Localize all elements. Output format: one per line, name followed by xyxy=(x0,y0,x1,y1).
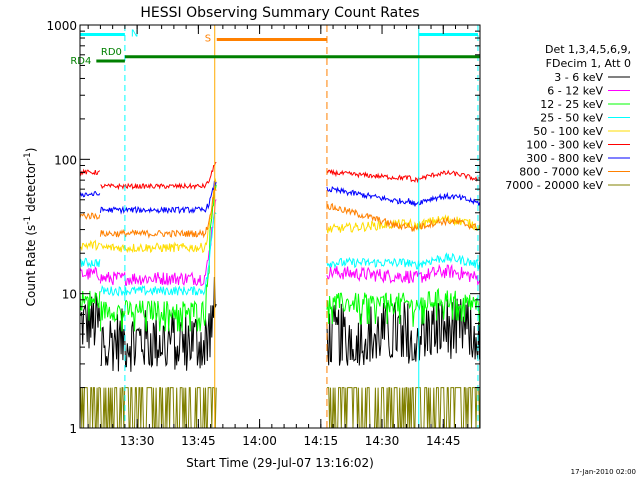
annotation-label-rd4: RD4 xyxy=(70,56,91,67)
y-label-mid: detector xyxy=(24,161,38,216)
y-label-end: ) xyxy=(24,148,38,153)
annotation-label-rd0: RD0 xyxy=(101,47,122,58)
x-tick-label-4: 14:30 xyxy=(365,434,400,448)
series-5 xyxy=(79,161,480,191)
legend-label-1: 6 - 12 keV xyxy=(547,85,603,98)
series-0 xyxy=(79,276,481,372)
series-1 xyxy=(79,199,481,287)
legend: Det 1,3,4,5,6,9, FDecim 1, Att 0 3 - 6 k… xyxy=(505,43,631,192)
y-label-part: Count Rate (s xyxy=(24,225,38,307)
legend-label-3: 25 - 50 keV xyxy=(540,112,603,125)
timestamp: 17-Jan-2010 02:00 xyxy=(571,468,636,476)
series-8 xyxy=(79,387,481,429)
x-tick-label-0: 13:30 xyxy=(120,434,155,448)
y-label-sup1: -1 xyxy=(23,216,33,225)
legend-label-5: 100 - 300 keV xyxy=(526,139,603,152)
y-tick-label-2: 100 xyxy=(54,153,77,167)
legend-header-line-2: FDecim 1, Att 0 xyxy=(546,57,631,70)
y-tick-label-0: 1 xyxy=(69,422,77,436)
annotation-label-s: S xyxy=(205,33,211,44)
y-tick-label-3: 1000 xyxy=(46,19,77,33)
y-axis-label: Count Rate (s-1 detector-1) xyxy=(23,148,38,307)
series-7 xyxy=(79,186,480,239)
series-2 xyxy=(79,184,481,332)
legend-header-line-1: Det 1,3,4,5,6,9, xyxy=(545,43,631,56)
x-tick-label-3: 14:15 xyxy=(304,434,339,448)
series-3 xyxy=(79,212,481,297)
plot-frame xyxy=(79,24,481,429)
legend-label-4: 50 - 100 keV xyxy=(533,125,603,138)
x-axis-label: Start Time (29-Jul-07 13:16:02) xyxy=(186,456,374,470)
legend-label-2: 12 - 25 keV xyxy=(540,98,603,111)
x-tick-label-1: 13:45 xyxy=(181,434,216,448)
legend-label-6: 300 - 800 keV xyxy=(526,152,603,165)
legend-label-8: 7000 - 20000 keV xyxy=(505,179,603,192)
y-label-sup2: -1 xyxy=(23,152,33,161)
chart-title: HESSI Observing Summary Count Rates xyxy=(140,5,419,21)
series-4 xyxy=(79,177,481,254)
series-6 xyxy=(79,180,481,215)
legend-label-7: 800 - 7000 keV xyxy=(519,166,603,179)
x-tick-label-2: 14:00 xyxy=(242,434,277,448)
annotation-label-n: N xyxy=(131,28,138,39)
x-tick-label-5: 14:45 xyxy=(426,434,461,448)
y-tick-label-1: 10 xyxy=(62,288,77,302)
legend-label-0: 3 - 6 keV xyxy=(554,71,603,84)
